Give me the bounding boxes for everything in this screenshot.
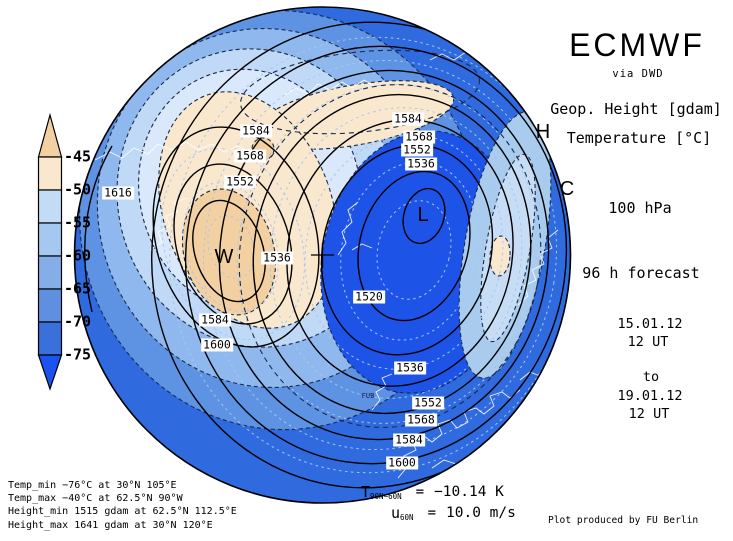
contour-label-1584: 1584 xyxy=(393,432,425,447)
diagnostics-block: T 90N−60N = −10.14 K u 60N = 10.0 m/s xyxy=(361,484,516,526)
dashed-temperature-contours xyxy=(238,49,542,428)
map-letter-C: C xyxy=(559,178,575,200)
map-disk xyxy=(74,7,571,503)
colorbar-tick-label: -50 xyxy=(64,180,92,199)
pole-mark xyxy=(311,243,334,268)
colorbar-tick-label: -70 xyxy=(64,312,92,331)
from-date: 15.01.12 xyxy=(617,316,683,332)
forecast-lead: 96 h forecast xyxy=(582,264,700,282)
contour-label-1600: 1600 xyxy=(386,455,418,470)
to-date: 19.01.12 xyxy=(617,388,683,404)
map-letter-W: W xyxy=(214,246,234,268)
height-min-line: Height_min 1515 gdam at 62.5°N 112.5°E xyxy=(8,506,237,518)
map-letter-H: H xyxy=(535,121,551,143)
colorbar-below-triangle xyxy=(37,354,63,391)
colorbar-tick-label: -45 xyxy=(64,147,92,166)
t-subscript: 90N−60N xyxy=(370,492,402,501)
contour-label-1584: 1584 xyxy=(240,123,272,138)
contour-label-1552: 1552 xyxy=(401,142,433,157)
pressure-level: 100 hPa xyxy=(608,199,672,217)
contour-label-1536: 1536 xyxy=(261,250,293,265)
u-wind-line: u 60N = 10.0 m/s xyxy=(361,505,516,526)
colorbar-segment xyxy=(37,321,63,356)
u-equals: = xyxy=(427,505,437,521)
via-subtitle: via DWD xyxy=(612,68,664,80)
colorbar-segment xyxy=(37,255,63,290)
temp-min-line: Temp_min −76°C at 30°N 105°E xyxy=(8,480,177,491)
org-title: ECMWF xyxy=(569,27,705,63)
map-rim xyxy=(73,6,572,504)
colorbar xyxy=(37,112,63,391)
contour-label-1520: 1520 xyxy=(353,289,385,304)
t-equals: = xyxy=(415,484,425,500)
contour-label-1600: 1600 xyxy=(201,337,233,352)
t-gradient-line: T 90N−60N = −10.14 K xyxy=(361,484,516,505)
colorbar-tick-label: -60 xyxy=(64,246,92,265)
colorbar-segment xyxy=(37,189,63,224)
contour-label-1568: 1568 xyxy=(234,148,266,163)
from-time: 12 UT xyxy=(627,334,669,350)
colorbar-segment xyxy=(37,288,63,323)
height-contours xyxy=(84,21,571,489)
t-symbol: T xyxy=(361,483,371,501)
temp-max-line: Temp_max −40°C at 62.5°N 90°W xyxy=(8,493,183,505)
contour-label-1536: 1536 xyxy=(394,360,426,375)
to-time: 12 UT xyxy=(628,406,670,422)
field-label-temperature: Temperature [°C] xyxy=(566,129,712,147)
extremes-block: Temp_min −76°C at 30°N 105°E Temp_max −4… xyxy=(8,479,237,532)
contour-label-1552: 1552 xyxy=(412,395,444,410)
height-max-line: Height_max 1641 gdam at 30°N 120°E xyxy=(8,519,213,531)
credit-line: Plot produced by FU Berlin xyxy=(548,515,699,526)
t-value: −10.14 K xyxy=(434,484,504,500)
colorbar-tick-label: -65 xyxy=(64,279,92,298)
contour-label-1584: 1584 xyxy=(199,312,231,327)
colorbar-tick-label: -75 xyxy=(64,345,92,364)
fub-watermark: FUB xyxy=(361,392,375,400)
colorbar-segment xyxy=(37,156,63,191)
temperature-shading xyxy=(79,9,552,431)
to-word: to xyxy=(642,369,660,385)
u-subscript: 60N xyxy=(400,513,414,522)
contour-label-1536: 1536 xyxy=(405,156,437,171)
colorbar-above-triangle xyxy=(37,112,63,158)
contour-label-1616: 1616 xyxy=(102,185,134,200)
u-value: 10.0 m/s xyxy=(446,505,516,521)
colorbar-segment xyxy=(37,222,63,257)
contour-label-1584: 1584 xyxy=(392,111,424,126)
colorbar-tick-label: -55 xyxy=(64,213,92,232)
contour-label-1568: 1568 xyxy=(403,129,435,144)
contour-label-1568: 1568 xyxy=(405,412,437,427)
contour-label-1552: 1552 xyxy=(224,174,256,189)
map-letter-L: L xyxy=(417,204,429,226)
u-symbol: u xyxy=(391,504,401,522)
field-label-height: Geop. Height [gdam] xyxy=(550,100,722,118)
